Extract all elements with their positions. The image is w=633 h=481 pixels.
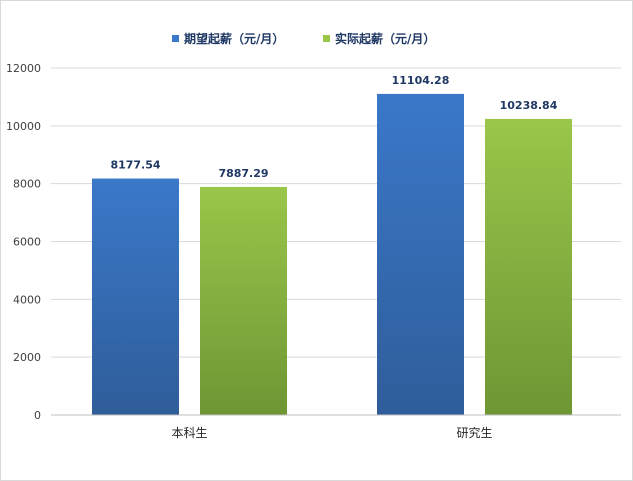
- bar-expected-0: [92, 178, 179, 415]
- x-axis: 本科生 研究生: [51, 414, 621, 440]
- data-label: 7887.29: [218, 167, 268, 180]
- legend-label-expected-salary: 期望起薪（元/月）: [184, 31, 284, 46]
- y-tick-label: 12000: [6, 62, 41, 75]
- legend-label-actual-salary: 实际起薪（元/月）: [335, 31, 435, 46]
- bar-actual-1: [485, 118, 572, 415]
- y-tick-label: 10000: [6, 120, 41, 133]
- y-tick-label: 4000: [13, 293, 41, 306]
- legend-swatch-actual-salary: [323, 35, 330, 42]
- data-labels: 8177.54 7887.29 11104.28 10238.84: [110, 74, 557, 180]
- data-label: 10238.84: [500, 99, 558, 112]
- legend: 期望起薪（元/月） 实际起薪（元/月）: [172, 31, 435, 46]
- bar-expected-1: [377, 93, 464, 415]
- y-tick-label: 6000: [13, 236, 41, 249]
- bar-actual-0: [200, 186, 287, 415]
- x-category-label: 本科生: [171, 426, 207, 440]
- data-label: 11104.28: [392, 74, 450, 87]
- bars: [92, 93, 572, 415]
- y-tick-label: 8000: [13, 178, 41, 191]
- y-axis: 0 2000 4000 6000 8000 10000 12000: [6, 62, 41, 422]
- x-category-label: 研究生: [456, 425, 492, 440]
- data-label: 8177.54: [110, 159, 160, 172]
- y-tick-label: 2000: [13, 351, 41, 364]
- y-tick-label: 0: [34, 409, 41, 422]
- legend-swatch-expected-salary: [172, 35, 179, 42]
